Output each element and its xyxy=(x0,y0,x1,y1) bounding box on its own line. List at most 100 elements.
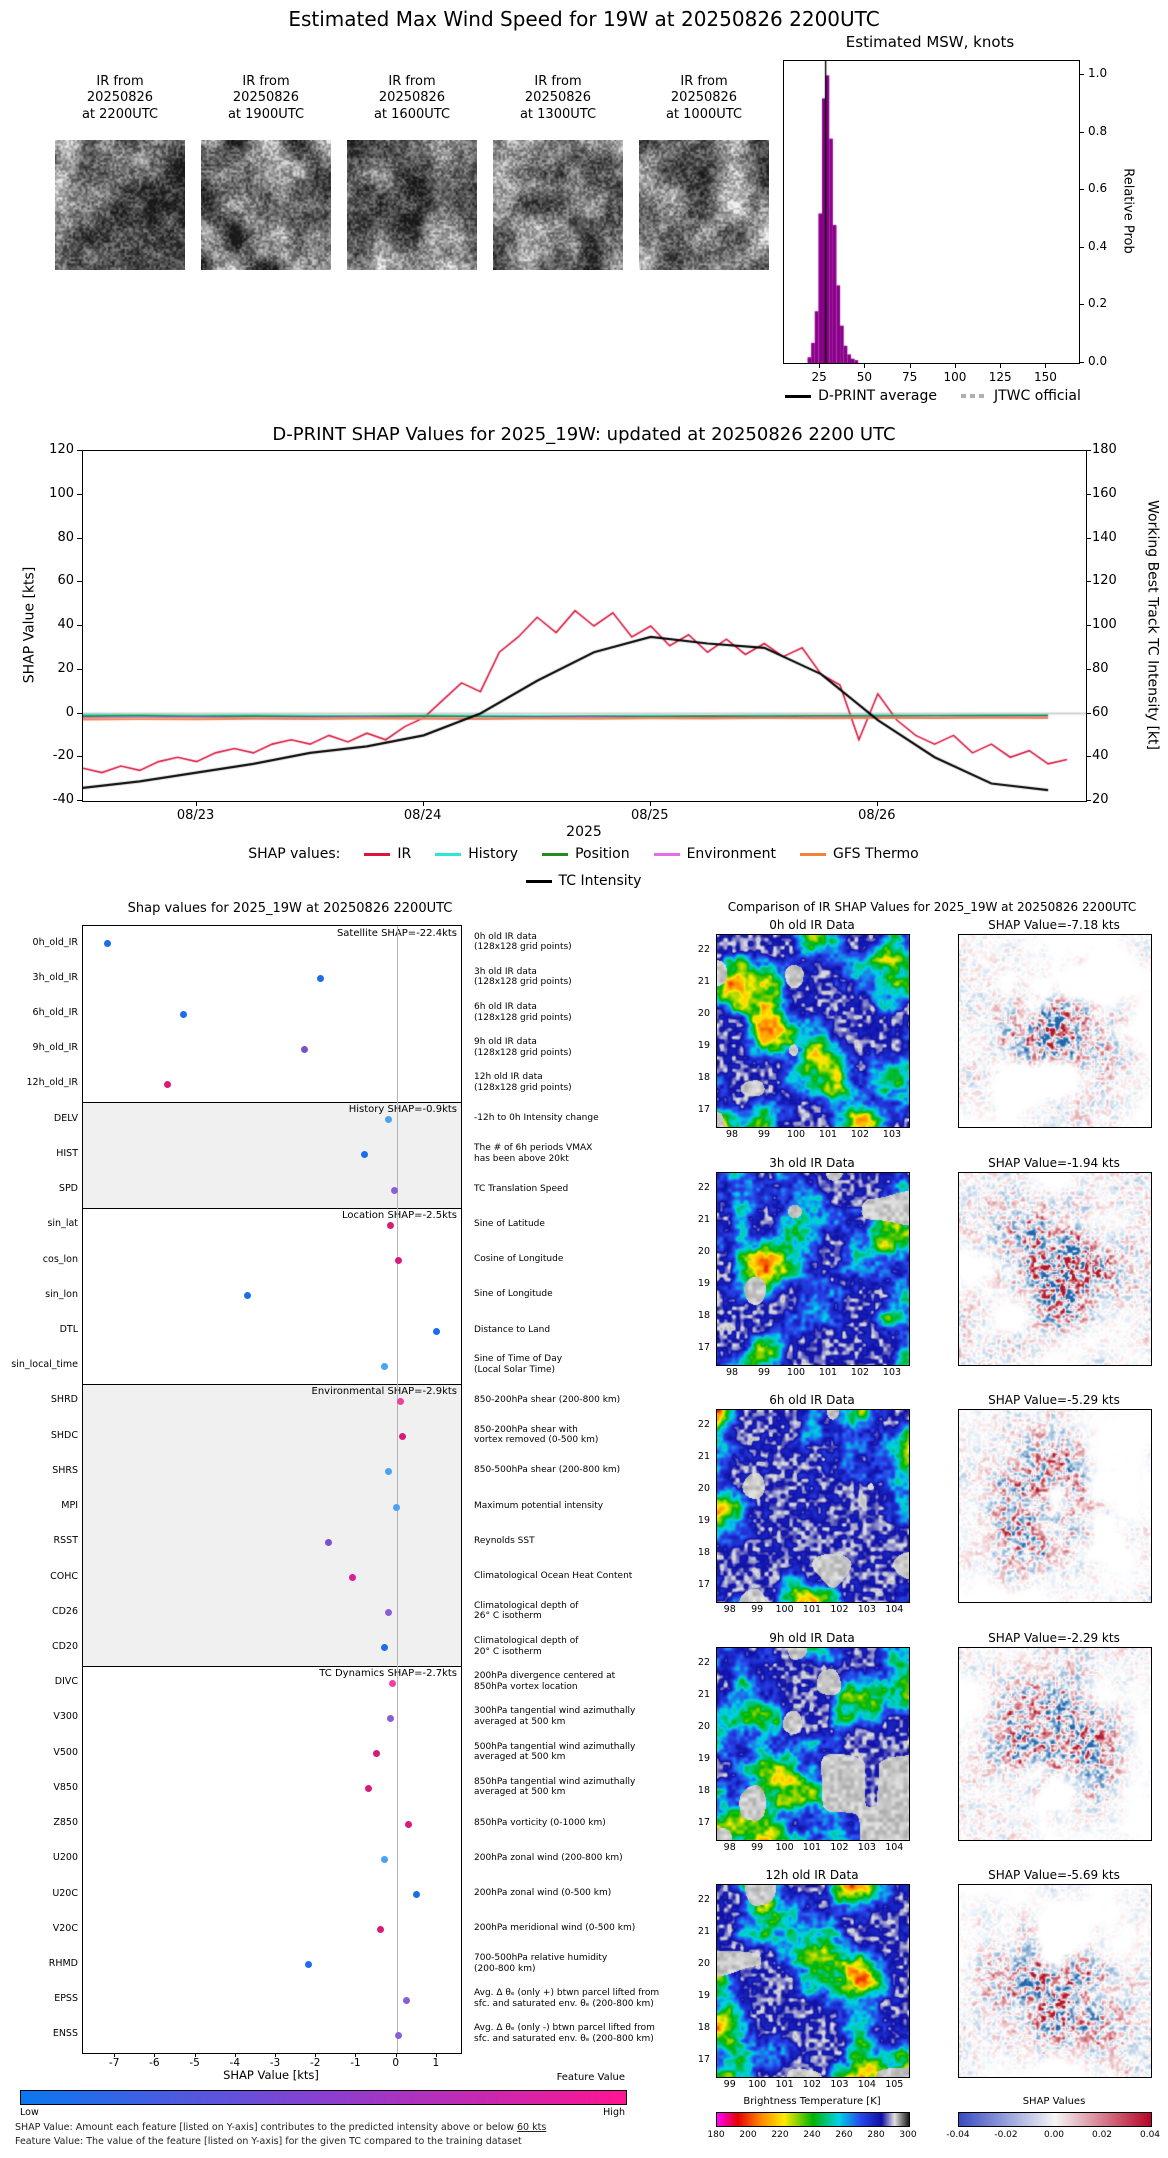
bt-colorbar-tick: 300 xyxy=(899,2130,917,2140)
dotplot-feature-desc: 300hPa tangential wind azimuthally avera… xyxy=(474,1706,636,1728)
map-ytick: 19 xyxy=(697,1277,710,1289)
dotplot-xtick: 0 xyxy=(392,2057,399,2069)
dotplot-feature-name: CD20 xyxy=(51,1640,78,1652)
timeseries-xtick: 08/25 xyxy=(631,808,669,823)
dotplot-feature-name: SHDC xyxy=(50,1429,78,1441)
map-ytick: 17 xyxy=(697,1341,710,1353)
legend-swatch xyxy=(542,852,569,856)
dotplot-feature-desc: Maximum potential intensity xyxy=(474,1500,604,1511)
shap-colorbar-tick: -0.02 xyxy=(994,2130,1018,2140)
dotplot-feature-desc: 9h old IR data (128x128 grid points) xyxy=(474,1037,572,1058)
map-ytick: 20 xyxy=(697,1958,710,1969)
axis-tick xyxy=(194,2053,196,2057)
dotplot-point-MPI xyxy=(393,1503,401,1511)
timeseries-legend-row2: TC Intensity xyxy=(82,873,1085,889)
legend-item: D-PRINT average xyxy=(785,388,937,404)
map-xtick: 103 xyxy=(830,2079,849,2090)
histogram-xtick: 150 xyxy=(1033,370,1057,384)
map-xtick: 99 xyxy=(757,1366,771,1378)
ir-thumbnail-label: IR from 20250826 at 1300UTC xyxy=(519,74,597,122)
axis-tick xyxy=(1079,246,1084,248)
map-xtick: 100 xyxy=(786,1366,806,1378)
map-ytick: 17 xyxy=(697,1816,710,1828)
dotplot-feature-desc: Reynolds SST xyxy=(474,1535,535,1546)
dotplot-xtick: -7 xyxy=(108,2057,120,2069)
shap-map-title: SHAP Value=-5.29 kts xyxy=(988,1393,1120,1407)
axis-tick xyxy=(77,712,82,714)
map-ytick: 19 xyxy=(697,1752,710,1764)
timeseries-xtick: 08/24 xyxy=(403,808,442,823)
ir-map-canvas xyxy=(716,934,910,1128)
axis-tick xyxy=(909,363,911,368)
bt-colorbar-tick: 280 xyxy=(867,2130,885,2140)
timeseries-ytick-right: 180 xyxy=(1092,442,1117,457)
map-xtick: 102 xyxy=(850,1366,870,1378)
bt-colorbar-tick: 220 xyxy=(771,2130,789,2140)
dotplot-xlabel: SHAP Value [kts] xyxy=(223,2068,319,2082)
dotplot-feature-name: V850 xyxy=(53,1781,78,1793)
dotplot-point-COHC xyxy=(348,1574,356,1582)
shap-map-canvas xyxy=(958,1884,1152,2078)
dotplot-point-CD26 xyxy=(385,1609,393,1617)
dotplot-feature-name: SPD xyxy=(58,1183,78,1195)
timeseries-ytick-left: 0 xyxy=(65,704,74,720)
dotplot-feature-name: DELV xyxy=(53,1112,78,1124)
footnote-feature-value: Feature Value: The value of the feature … xyxy=(15,2136,522,2147)
map-xtick: 100 xyxy=(786,1129,806,1140)
timeseries-ylabel-left: SHAP Value [kts] xyxy=(21,566,38,684)
dotplot-point-sin_lon xyxy=(244,1292,252,1300)
axis-tick xyxy=(876,801,878,806)
shap-map-title: SHAP Value=-5.69 kts xyxy=(988,1868,1120,1882)
axis-tick xyxy=(1086,493,1091,495)
map-xtick: 98 xyxy=(723,1604,736,1615)
dotplot-feature-name: V300 xyxy=(53,1711,78,1723)
axis-tick xyxy=(954,363,956,368)
dotplot-point-6h_old_IR xyxy=(180,1010,188,1018)
dotplot-point-0h_old_IR xyxy=(103,940,111,948)
map-ytick: 20 xyxy=(697,1483,710,1494)
axis-tick xyxy=(275,2053,277,2057)
histogram-ytick: 0.8 xyxy=(1088,123,1108,138)
legend-label: JTWC official xyxy=(994,388,1081,404)
axis-tick xyxy=(195,801,197,806)
legend-label: GFS Thermo xyxy=(832,846,919,862)
dotplot-feature-name: U20C xyxy=(52,1887,78,1899)
dotplot-point-V500 xyxy=(373,1750,381,1758)
dotplot-feature-desc: 200hPa divergence centered at 850hPa vor… xyxy=(474,1671,616,1692)
histogram-xtick: 100 xyxy=(943,370,967,384)
map-ytick: 22 xyxy=(697,944,710,955)
axis-tick xyxy=(114,2053,116,2057)
timeseries-ytick-right: 80 xyxy=(1092,660,1109,676)
timeseries-title: D-PRINT SHAP Values for 2025_19W: update… xyxy=(272,424,896,445)
timeseries-canvas xyxy=(82,450,1087,802)
timeseries-ytick-left: 100 xyxy=(49,485,74,501)
dotplot-group-band xyxy=(83,1207,461,1385)
dotplot-feature-desc: 850hPa vorticity (0-1000 km) xyxy=(474,1817,606,1828)
bt-colorbar-tick: 240 xyxy=(803,2130,821,2140)
shap-map-title: SHAP Value=-7.18 kts xyxy=(988,918,1120,932)
map-xtick: 102 xyxy=(830,1841,849,1853)
axis-tick xyxy=(395,2053,397,2057)
shap-colorbar-label: SHAP Values xyxy=(1022,2096,1086,2107)
dotplot-point-RSST xyxy=(324,1538,332,1546)
legend-item: TC Intensity xyxy=(525,873,641,889)
bt-colorbar-tick: 180 xyxy=(707,2130,725,2140)
dotplot-feature-name: ENSS xyxy=(52,2028,78,2040)
histogram-xtick: 75 xyxy=(902,370,918,384)
shap-colorbar-tick: 0.02 xyxy=(1091,2130,1113,2140)
dotplot-feature-name: 0h_old_IR xyxy=(32,936,78,948)
axis-tick xyxy=(422,801,424,806)
axis-tick xyxy=(1086,800,1091,801)
dotplot-feature-desc: Climatological depth of 26° C isotherm xyxy=(474,1600,579,1622)
histogram-legend: D-PRINT average JTWC official xyxy=(683,388,1168,404)
axis-tick xyxy=(355,2053,357,2057)
dotplot-feature-desc: The # of 6h periods VMAX has been above … xyxy=(474,1142,593,1164)
map-ytick: 17 xyxy=(697,2054,710,2065)
timeseries-ytick-right: 60 xyxy=(1092,704,1109,720)
map-xtick: 100 xyxy=(775,1841,794,1853)
axis-tick xyxy=(77,756,82,758)
timeseries-ytick-left: -20 xyxy=(52,748,74,764)
map-xtick: 98 xyxy=(723,1841,736,1853)
shap-map-canvas xyxy=(958,1409,1152,1603)
